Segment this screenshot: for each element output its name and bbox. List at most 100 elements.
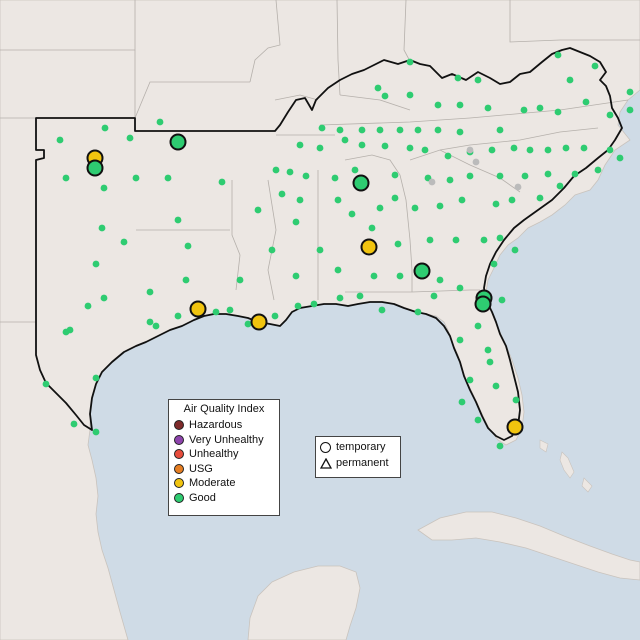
monitor-marker-good[interactable] [146, 318, 154, 326]
monitor-marker-good[interactable] [406, 144, 414, 152]
monitor-marker-good-large[interactable] [169, 133, 187, 151]
monitor-marker-good[interactable] [626, 106, 634, 114]
monitor-marker-good[interactable] [42, 380, 50, 388]
monitor-marker-good[interactable] [100, 294, 108, 302]
monitor-marker-good[interactable] [310, 300, 318, 308]
monitor-marker-good[interactable] [236, 276, 244, 284]
monitor-marker-good-large[interactable] [413, 262, 431, 280]
monitor-marker-good[interactable] [70, 420, 78, 428]
monitor-marker-good[interactable] [381, 142, 389, 150]
monitor-marker-good[interactable] [406, 58, 414, 66]
monitor-marker-good[interactable] [606, 111, 614, 119]
monitor-marker-good[interactable] [536, 194, 544, 202]
monitor-marker-good[interactable] [436, 276, 444, 284]
monitor-marker-good[interactable] [436, 202, 444, 210]
monitor-marker-good[interactable] [406, 91, 414, 99]
monitor-marker-good[interactable] [376, 204, 384, 212]
monitor-marker-good[interactable] [268, 246, 276, 254]
monitor-marker-good[interactable] [626, 88, 634, 96]
monitor-marker-good[interactable] [426, 236, 434, 244]
monitor-marker-good[interactable] [466, 172, 474, 180]
monitor-marker-good[interactable] [351, 166, 359, 174]
monitor-marker-good[interactable] [480, 236, 488, 244]
monitor-marker-good[interactable] [244, 320, 252, 328]
monitor-marker-good[interactable] [496, 126, 504, 134]
monitor-marker-good[interactable] [62, 174, 70, 182]
monitor-marker-good[interactable] [474, 416, 482, 424]
monitor-marker-good[interactable] [378, 306, 386, 314]
monitor-marker-good[interactable] [496, 234, 504, 242]
monitor-marker-good[interactable] [184, 242, 192, 250]
monitor-marker-good[interactable] [391, 194, 399, 202]
monitor-marker-good[interactable] [358, 141, 366, 149]
monitor-marker-moderate[interactable] [506, 418, 524, 436]
monitor-marker-good[interactable] [336, 126, 344, 134]
monitor-marker-good[interactable] [556, 182, 564, 190]
monitor-marker-good[interactable] [376, 126, 384, 134]
monitor-marker-good[interactable] [484, 346, 492, 354]
monitor-marker-good[interactable] [526, 146, 534, 154]
monitor-marker-good[interactable] [582, 98, 590, 106]
monitor-marker-good[interactable] [496, 442, 504, 450]
monitor-marker-good[interactable] [294, 302, 302, 310]
monitor-marker-good[interactable] [318, 124, 326, 132]
monitor-marker-good[interactable] [126, 134, 134, 142]
monitor-marker-good[interactable] [521, 172, 529, 180]
monitor-marker-good[interactable] [591, 62, 599, 70]
monitor-marker-good[interactable] [272, 166, 280, 174]
monitor-marker-good[interactable] [484, 104, 492, 112]
monitor-marker-good[interactable] [374, 84, 382, 92]
monitor-marker-moderate[interactable] [360, 238, 378, 256]
monitor-marker-inactive[interactable] [472, 158, 480, 166]
monitor-marker-good[interactable] [430, 292, 438, 300]
monitor-marker-good[interactable] [488, 146, 496, 154]
monitor-marker-good[interactable] [511, 246, 519, 254]
monitor-marker-good[interactable] [92, 428, 100, 436]
monitor-marker-inactive[interactable] [428, 178, 436, 186]
monitor-marker-good[interactable] [414, 308, 422, 316]
monitor-marker-good[interactable] [486, 358, 494, 366]
monitor-marker-good[interactable] [454, 74, 462, 82]
monitor-marker-good[interactable] [368, 224, 376, 232]
monitor-marker-good[interactable] [316, 246, 324, 254]
monitor-marker-good[interactable] [580, 144, 588, 152]
monitor-marker-good[interactable] [100, 184, 108, 192]
monitor-marker-good[interactable] [544, 146, 552, 154]
monitor-marker-good[interactable] [562, 144, 570, 152]
monitor-marker-good[interactable] [92, 260, 100, 268]
monitor-marker-good[interactable] [544, 170, 552, 178]
monitor-marker-good[interactable] [421, 146, 429, 154]
monitor-marker-good[interactable] [156, 118, 164, 126]
monitor-marker-good[interactable] [490, 260, 498, 268]
monitor-marker-good[interactable] [296, 141, 304, 149]
monitor-marker-good[interactable] [456, 128, 464, 136]
monitor-marker-moderate[interactable] [189, 300, 207, 318]
monitor-marker-inactive[interactable] [466, 146, 474, 154]
monitor-marker-good[interactable] [286, 168, 294, 176]
monitor-marker-good[interactable] [520, 106, 528, 114]
monitor-marker-good[interactable] [566, 76, 574, 84]
monitor-marker-good[interactable] [132, 174, 140, 182]
monitor-marker-good[interactable] [92, 374, 100, 382]
monitor-marker-good[interactable] [452, 236, 460, 244]
monitor-marker-good[interactable] [381, 92, 389, 100]
monitor-marker-good[interactable] [296, 196, 304, 204]
monitor-marker-good[interactable] [391, 171, 399, 179]
monitor-marker-good[interactable] [606, 146, 614, 154]
monitor-marker-good[interactable] [554, 51, 562, 59]
monitor-marker-good[interactable] [62, 328, 70, 336]
monitor-marker-good[interactable] [174, 312, 182, 320]
monitor-marker-good[interactable] [334, 266, 342, 274]
monitor-marker-good[interactable] [292, 218, 300, 226]
monitor-marker-good[interactable] [554, 108, 562, 116]
monitor-marker-good[interactable] [492, 382, 500, 390]
monitor-marker-good[interactable] [594, 166, 602, 174]
monitor-marker-good[interactable] [466, 376, 474, 384]
monitor-marker-good[interactable] [334, 196, 342, 204]
monitor-marker-inactive[interactable] [514, 183, 522, 191]
monitor-marker-good[interactable] [182, 276, 190, 284]
monitor-marker-good[interactable] [356, 292, 364, 300]
monitor-marker-good[interactable] [56, 136, 64, 144]
monitor-marker-good[interactable] [292, 272, 300, 280]
monitor-marker-good[interactable] [571, 170, 579, 178]
